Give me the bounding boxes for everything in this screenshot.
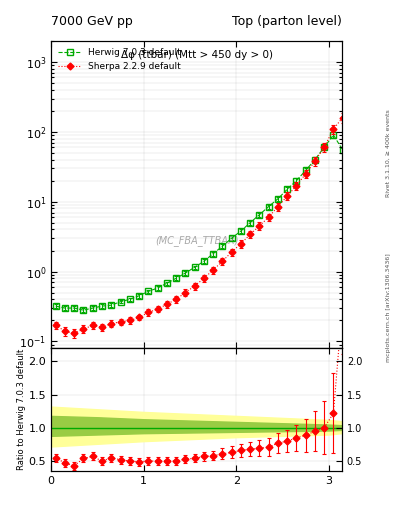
Text: Δφ (t̅tbar) (Mtt > 450 dy > 0): Δφ (t̅tbar) (Mtt > 450 dy > 0) xyxy=(121,50,272,60)
Text: Rivet 3.1.10, ≥ 400k events: Rivet 3.1.10, ≥ 400k events xyxy=(386,110,391,198)
Text: Top (parton level): Top (parton level) xyxy=(232,15,342,28)
Y-axis label: Ratio to Herwig 7.0.3 default: Ratio to Herwig 7.0.3 default xyxy=(17,349,26,470)
Legend: Herwig 7.0.3 default, Sherpa 2.2.9 default: Herwig 7.0.3 default, Sherpa 2.2.9 defau… xyxy=(55,46,184,73)
Text: (MC_FBA_TTBAR): (MC_FBA_TTBAR) xyxy=(155,235,238,246)
Text: 7000 GeV pp: 7000 GeV pp xyxy=(51,15,133,28)
Text: mcplots.cern.ch [arXiv:1306.3436]: mcplots.cern.ch [arXiv:1306.3436] xyxy=(386,253,391,361)
